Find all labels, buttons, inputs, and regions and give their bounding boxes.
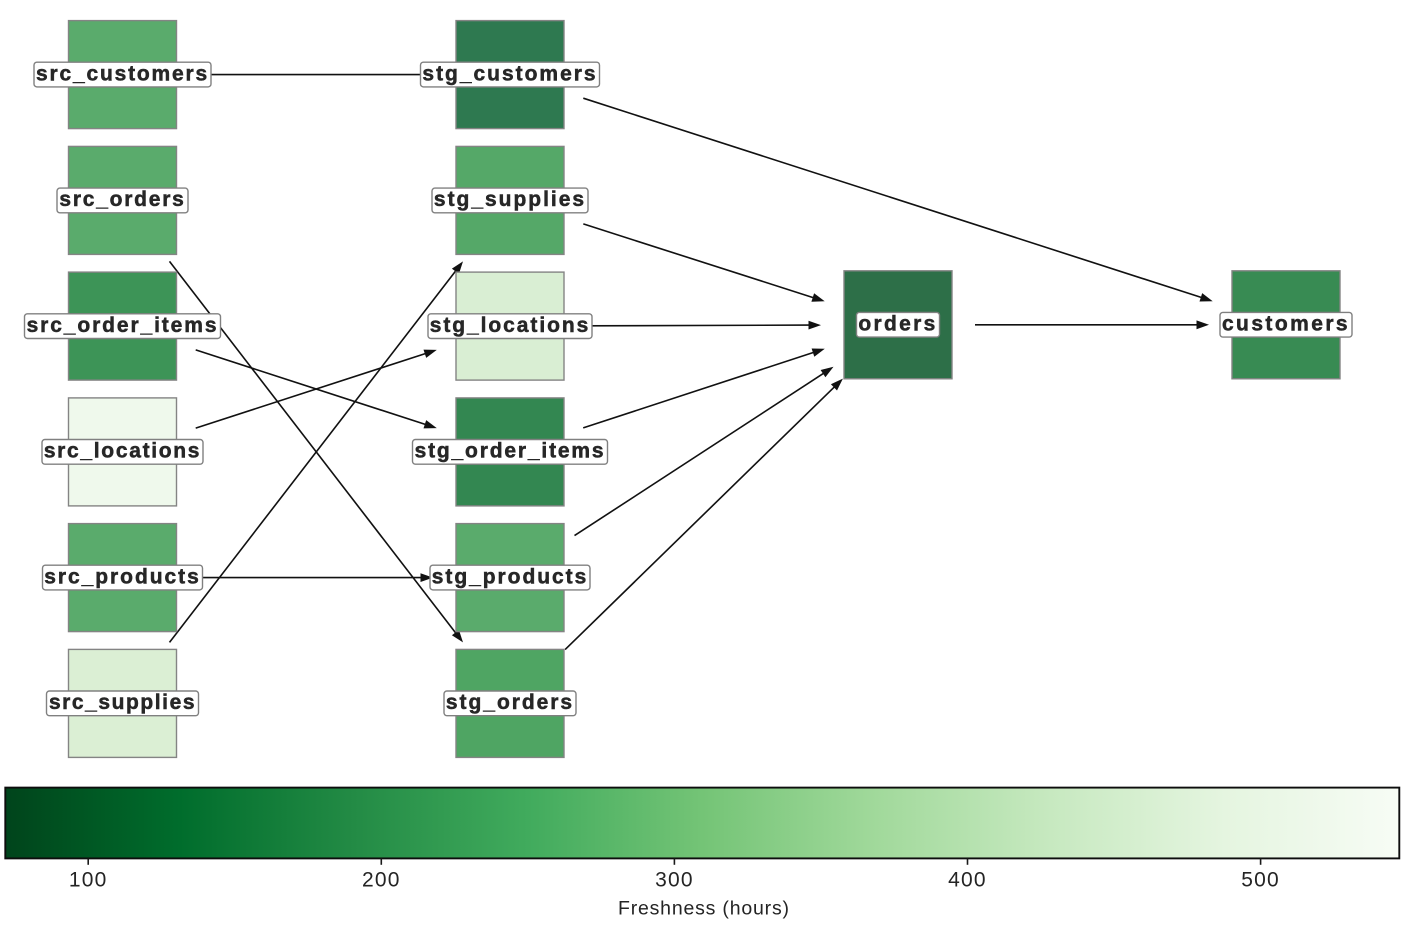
svg-text:stg_customers: stg_customers	[422, 62, 597, 85]
svg-text:customers: customers	[1222, 313, 1350, 336]
svg-text:stg_orders: stg_orders	[446, 691, 574, 714]
svg-text:src_products: src_products	[44, 565, 200, 588]
svg-text:200: 200	[362, 869, 401, 892]
svg-text:src_supplies: src_supplies	[49, 691, 196, 714]
svg-text:Freshness (hours): Freshness (hours)	[618, 898, 790, 920]
svg-text:stg_order_items: stg_order_items	[415, 440, 606, 463]
svg-text:src_orders: src_orders	[59, 188, 185, 211]
svg-text:500: 500	[1241, 869, 1280, 892]
svg-text:stg_supplies: stg_supplies	[434, 188, 586, 211]
svg-text:orders: orders	[858, 313, 937, 336]
svg-text:src_customers: src_customers	[36, 62, 209, 85]
svg-text:stg_products: stg_products	[432, 565, 588, 588]
svg-text:src_order_items: src_order_items	[27, 314, 219, 337]
svg-text:400: 400	[948, 869, 987, 892]
svg-text:stg_locations: stg_locations	[430, 314, 590, 337]
svg-text:300: 300	[655, 869, 694, 892]
svg-text:src_locations: src_locations	[44, 440, 201, 463]
svg-text:100: 100	[69, 869, 108, 892]
